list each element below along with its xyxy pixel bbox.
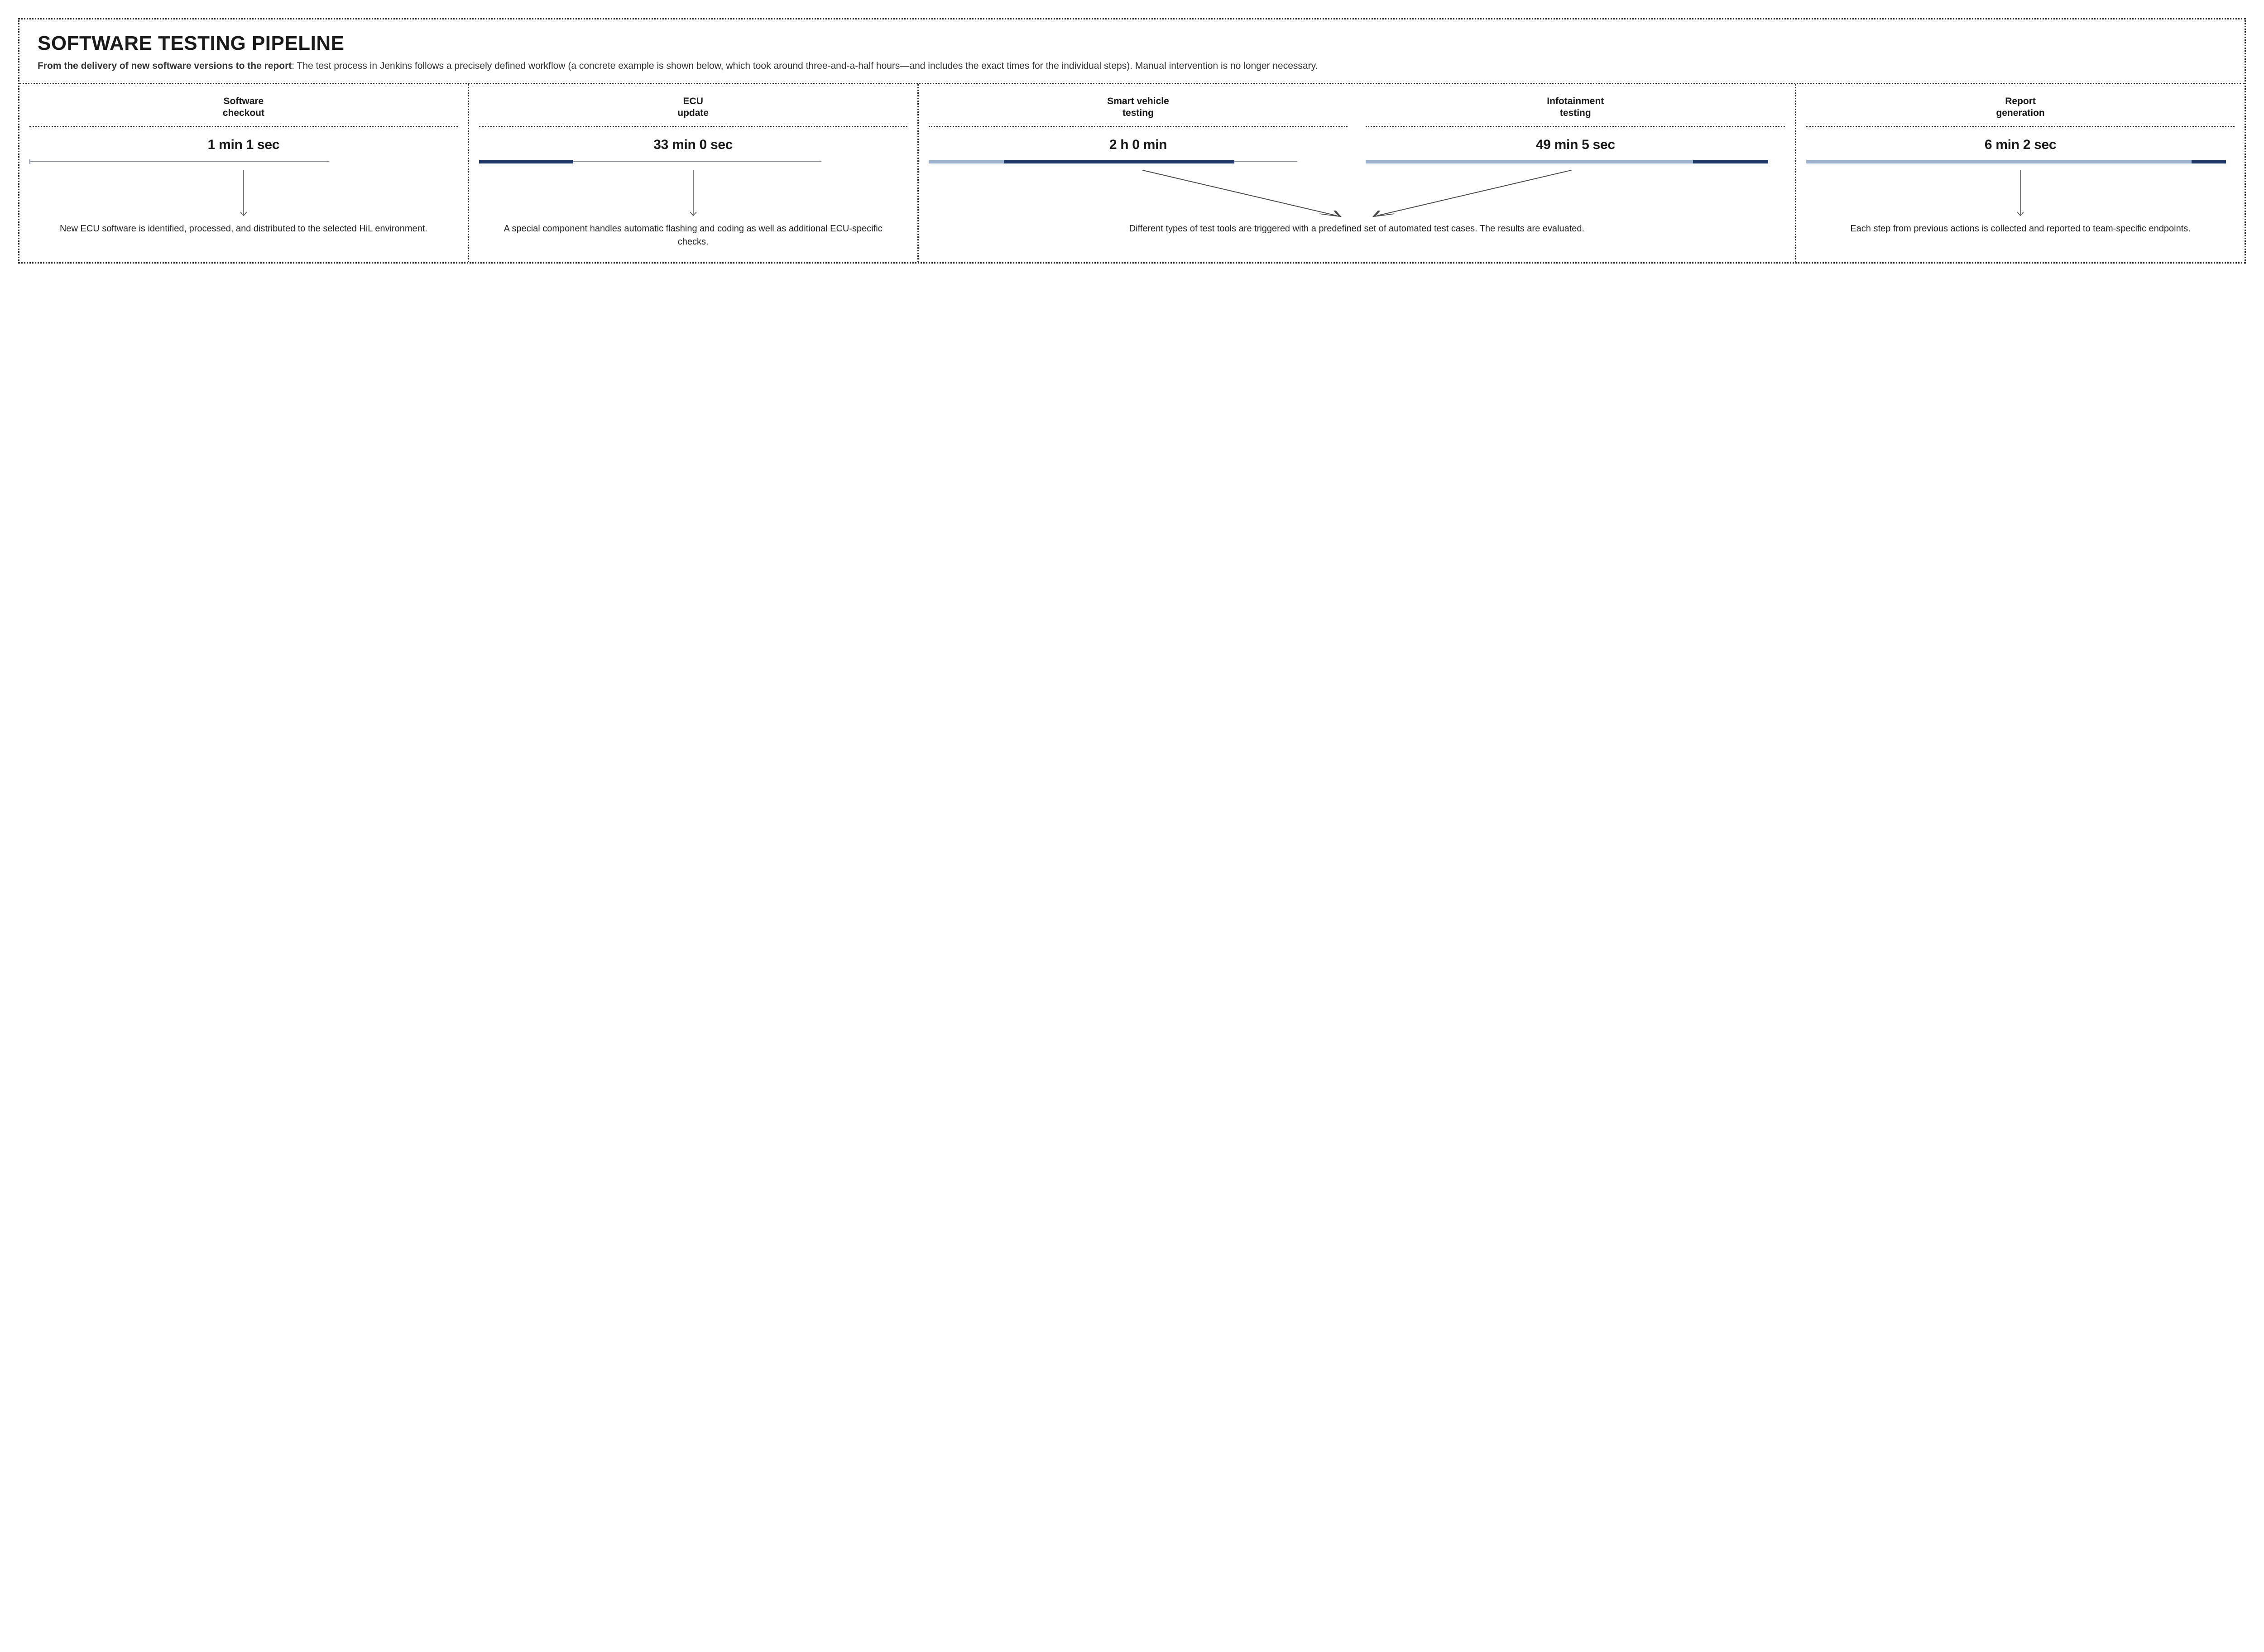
- arrow-down-icon: [1806, 168, 2235, 222]
- arrow-down-icon: [29, 168, 458, 222]
- step-time: 49 min 5 sec: [1536, 137, 1615, 153]
- progress-bar: [929, 160, 1348, 164]
- step-report-generation: Reportgeneration 6 min 2 sec Each step f…: [1796, 84, 2245, 262]
- step-time: 6 min 2 sec: [1985, 137, 2056, 153]
- main-title: SOFTWARE TESTING PIPELINE: [38, 32, 2226, 55]
- step-title: Smart vehicletesting: [1107, 95, 1169, 120]
- subtitle: From the delivery of new software versio…: [38, 59, 2226, 73]
- header: SOFTWARE TESTING PIPELINE From the deliv…: [19, 19, 2245, 83]
- inner-divider: [1366, 126, 1785, 127]
- subtitle-bold: From the delivery of new software versio…: [38, 61, 292, 71]
- subtitle-rest: : The test process in Jenkins follows a …: [292, 61, 1318, 71]
- step-desc: A special component handles automatic fl…: [489, 222, 897, 249]
- step-desc: Each step from previous actions is colle…: [1850, 222, 2191, 235]
- progress-bar: [29, 160, 458, 164]
- step-desc: Different types of test tools are trigge…: [1129, 222, 1584, 235]
- inner-divider: [929, 126, 1348, 127]
- progress-bar: [479, 160, 907, 164]
- arrows-converge-icon: [929, 168, 1785, 222]
- step-title: ECUupdate: [677, 95, 709, 120]
- step-time: 2 h 0 min: [1109, 137, 1167, 153]
- progress-bar: [1806, 160, 2235, 164]
- inner-divider: [29, 126, 458, 127]
- step-time: 33 min 0 sec: [653, 137, 733, 153]
- step-time: 1 min 1 sec: [208, 137, 279, 153]
- inner-divider: [1806, 126, 2235, 127]
- progress-bar: [1366, 160, 1785, 164]
- steps-row: Softwarecheckout 1 min 1 sec New ECU sof…: [19, 84, 2245, 262]
- step-software-checkout: Softwarecheckout 1 min 1 sec New ECU sof…: [19, 84, 469, 262]
- pipeline-infographic: SOFTWARE TESTING PIPELINE From the deliv…: [18, 18, 2246, 264]
- step-desc: New ECU software is identified, processe…: [60, 222, 427, 235]
- arrow-down-icon: [479, 168, 907, 222]
- step-vehicle-infotainment-testing: Smart vehicletesting 2 h 0 min Infotainm…: [919, 84, 1797, 262]
- step-title: Infotainmenttesting: [1547, 95, 1604, 120]
- inner-divider: [479, 126, 907, 127]
- step-ecu-update: ECUupdate 33 min 0 sec A special compone…: [469, 84, 919, 262]
- step-title: Reportgeneration: [1996, 95, 2044, 120]
- step-title: Softwarecheckout: [223, 95, 264, 120]
